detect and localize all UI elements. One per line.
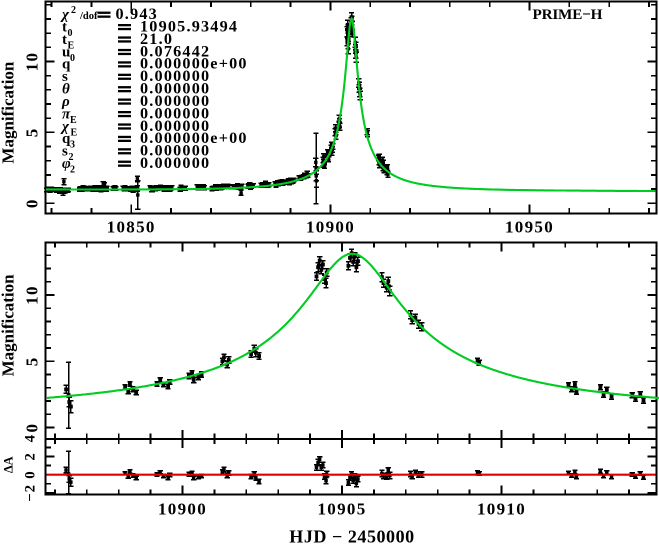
svg-text:E: E	[71, 127, 78, 138]
svg-text:s: s	[62, 69, 68, 85]
svg-text:10900: 10900	[158, 499, 207, 518]
svg-text:21.0: 21.0	[140, 30, 173, 48]
svg-text:0.000000e+00: 0.000000e+00	[140, 129, 248, 147]
svg-text:2: 2	[71, 5, 76, 16]
svg-text:t: t	[62, 32, 67, 48]
svg-text:0.000000: 0.000000	[140, 154, 210, 172]
svg-text:0.076442: 0.076442	[140, 42, 210, 60]
svg-text:u: u	[62, 44, 70, 60]
svg-text:0.000000: 0.000000	[140, 92, 210, 110]
svg-text:φ: φ	[62, 156, 71, 172]
svg-text:ρ: ρ	[61, 94, 70, 110]
svg-text:/dof: /dof	[79, 11, 98, 22]
svg-text:10850: 10850	[107, 217, 156, 236]
svg-text:0.000000: 0.000000	[140, 67, 210, 85]
svg-text:0.000000: 0.000000	[140, 142, 210, 160]
svg-text:0: 0	[68, 28, 73, 39]
svg-text:2: 2	[70, 165, 75, 176]
svg-text:5: 5	[23, 356, 42, 366]
svg-text:q: q	[62, 131, 71, 147]
svg-text:0: 0	[23, 471, 39, 479]
svg-text:10905: 10905	[318, 499, 367, 518]
svg-text:0.000000: 0.000000	[140, 104, 210, 122]
svg-text:Magnification: Magnification	[0, 61, 18, 164]
svg-text:10905.93494: 10905.93494	[140, 17, 238, 35]
svg-text:0.943: 0.943	[116, 5, 158, 23]
svg-text:2: 2	[69, 152, 74, 163]
svg-text:t: t	[62, 19, 67, 35]
svg-text:10: 10	[23, 285, 42, 305]
svg-text:0: 0	[70, 53, 75, 64]
svg-text:χ: χ	[60, 119, 70, 135]
svg-text:ΔA: ΔA	[2, 456, 16, 473]
svg-text:0.000000: 0.000000	[140, 117, 210, 135]
svg-text:q: q	[62, 57, 71, 73]
svg-text:s: s	[62, 144, 68, 160]
svg-text:10: 10	[23, 52, 42, 72]
svg-text:χ: χ	[60, 7, 70, 23]
svg-text:2: 2	[23, 452, 39, 460]
svg-text:E: E	[70, 115, 77, 126]
svg-text:0.000000: 0.000000	[140, 80, 210, 98]
svg-text:3: 3	[70, 140, 75, 151]
svg-text:10900: 10900	[306, 217, 355, 236]
svg-text:E: E	[68, 40, 75, 51]
svg-text:−2: −2	[23, 484, 39, 501]
svg-text:π: π	[62, 106, 71, 122]
svg-text:4: 4	[23, 434, 39, 442]
svg-text:10910: 10910	[477, 499, 526, 518]
svg-text:5: 5	[23, 127, 42, 137]
svg-text:θ: θ	[62, 82, 70, 98]
svg-text:Magnification: Magnification	[0, 274, 18, 377]
svg-text:HJD − 2450000: HJD − 2450000	[289, 526, 414, 546]
svg-text:10950: 10950	[505, 217, 554, 236]
svg-text:PRIME−H: PRIME−H	[533, 6, 603, 23]
svg-text:0.000000e+00: 0.000000e+00	[140, 55, 248, 73]
svg-text:0: 0	[23, 198, 42, 208]
svg-text:0: 0	[23, 423, 42, 433]
